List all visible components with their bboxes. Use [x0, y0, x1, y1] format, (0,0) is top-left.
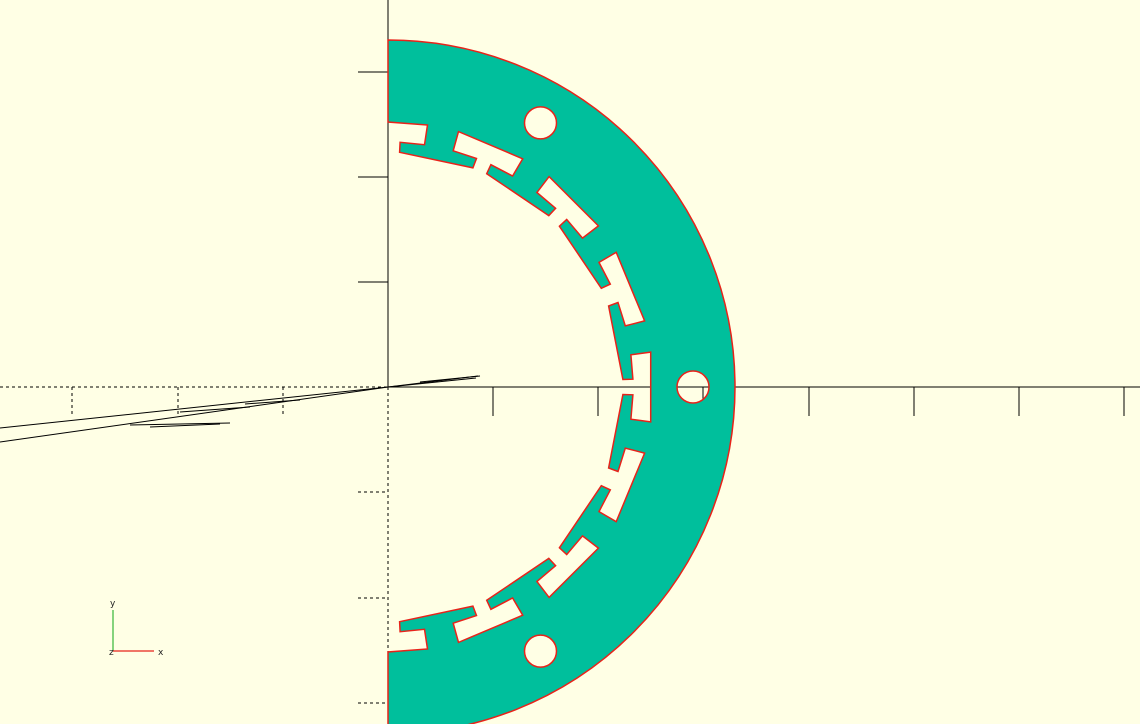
gizmo-x-label: x: [158, 648, 164, 658]
axis-gizmo: y z x: [109, 599, 164, 658]
gizmo-z-label: z: [109, 648, 114, 658]
gizmo-y-label: y: [110, 599, 116, 609]
x-axis-ticks: [71, 387, 1125, 416]
z-axis-projection: [0, 375, 481, 443]
stator-model[interactable]: [387, 39, 736, 724]
y-axis-ticks: [358, 71, 388, 704]
